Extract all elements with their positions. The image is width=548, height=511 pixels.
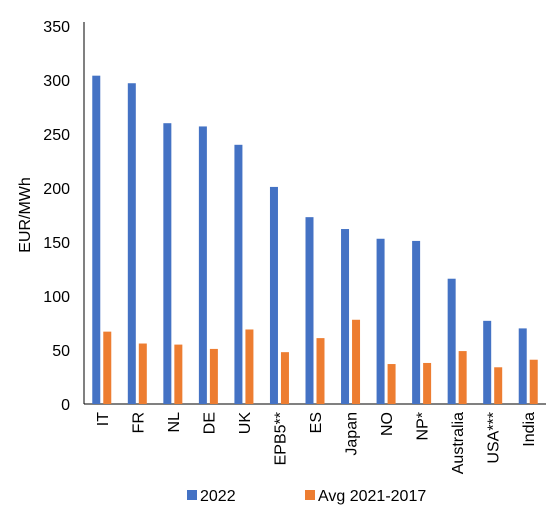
bar-series-avg-nl — [174, 344, 183, 404]
bar-series-2022-np — [412, 240, 421, 404]
bar-series-2022-no — [376, 238, 385, 404]
bar-series-2022-australia — [447, 278, 456, 404]
y-tick-label: 50 — [52, 343, 70, 360]
bar-series-avg-japan — [352, 319, 361, 404]
x-category-label: UK — [237, 412, 254, 435]
bar-series-avg-epb5 — [280, 352, 289, 404]
bar-series-avg-de — [209, 348, 218, 404]
y-tick-label: 0 — [61, 397, 70, 414]
y-axis-title: EUR/MWh — [17, 177, 34, 253]
bar-series-avg-india — [529, 359, 538, 404]
y-tick-label: 200 — [43, 181, 70, 198]
x-category-label: NP* — [415, 412, 432, 440]
bar-series-2022-uk — [234, 144, 243, 405]
bar-series-avg-fr — [138, 343, 147, 404]
y-tick-label: 350 — [43, 19, 70, 36]
x-category-label: EPB5** — [272, 412, 289, 465]
legend: 2022 Avg 2021-2017 — [187, 488, 426, 505]
y-tick-label: 100 — [43, 289, 70, 306]
y-tick-label: 250 — [43, 127, 70, 144]
y-axis-ticks: 0 50 100 150 200 250 300 350 — [43, 19, 70, 414]
x-category-label: DE — [201, 412, 218, 434]
bar-series-avg-australia — [458, 351, 467, 404]
x-category-label: Japan — [344, 412, 361, 456]
bar-series-2022-epb5 — [269, 186, 278, 404]
bar-series-2022-fr — [127, 83, 136, 405]
legend-label: Avg 2021-2017 — [318, 488, 426, 505]
x-category-label: ES — [308, 412, 325, 433]
legend-swatch — [305, 490, 315, 500]
x-category-label: FR — [130, 412, 147, 433]
x-category-label: NO — [379, 412, 396, 436]
y-tick-label: 150 — [43, 235, 70, 252]
bar-series-avg-np — [423, 362, 432, 404]
x-category-label: IT — [95, 412, 112, 426]
legend-swatch — [187, 490, 197, 500]
bar-series-avg-it — [103, 331, 112, 404]
bar-series-2022-usa — [483, 320, 492, 404]
category-labels: IT FR NL DE UK EPB5** ES Japan NO NP* Australia USA… — [95, 412, 538, 475]
x-category-label: USA*** — [486, 412, 503, 464]
y-tick-label: 300 — [43, 73, 70, 90]
bar-series-2022-nl — [163, 123, 172, 404]
bar-series-2022-es — [305, 217, 314, 404]
bar-series-avg-usa — [494, 367, 503, 404]
legend-label: 2022 — [200, 488, 236, 505]
bars — [92, 75, 538, 405]
x-category-label: Australia — [450, 412, 467, 474]
bar-series-2022-japan — [341, 229, 350, 404]
x-category-label: NL — [166, 412, 183, 433]
bar-series-2022-de — [198, 126, 207, 404]
bar-series-avg-uk — [245, 329, 254, 404]
x-category-label: India — [521, 412, 538, 447]
bar-series-2022-india — [518, 328, 527, 404]
bar-series-avg-no — [387, 364, 396, 404]
bar-series-2022-it — [92, 75, 101, 405]
bar-series-avg-es — [316, 338, 325, 404]
